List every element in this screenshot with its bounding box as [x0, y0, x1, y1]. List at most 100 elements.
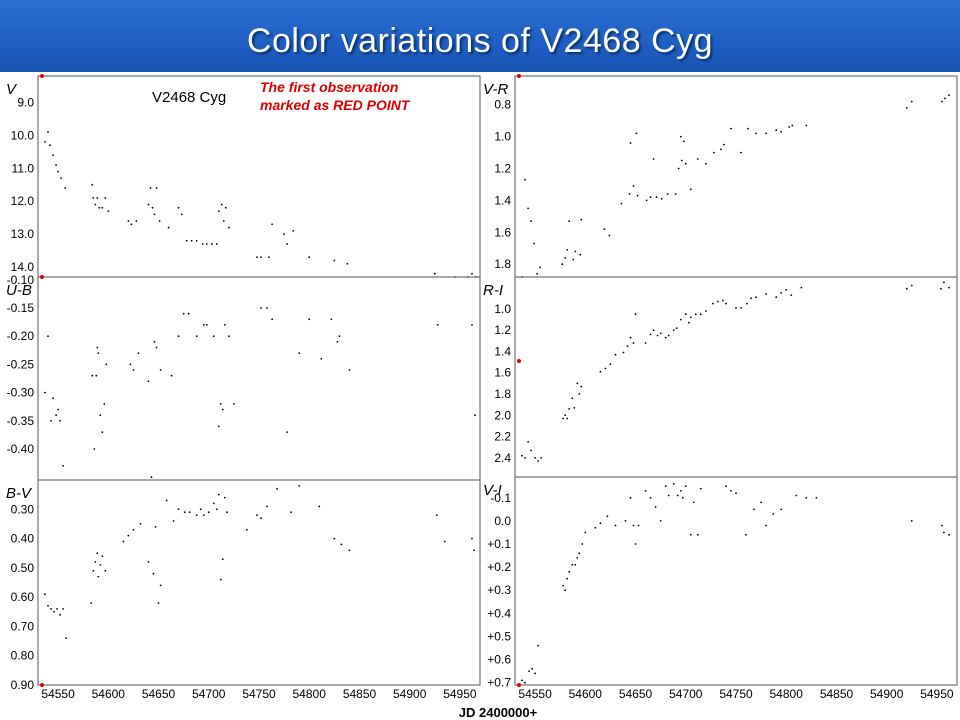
panel-frame: [514, 75, 958, 278]
data-point: [62, 608, 64, 610]
y-tick-label: -0.25: [7, 357, 35, 371]
data-point: [177, 335, 180, 338]
data-point: [436, 324, 439, 326]
data-point: [696, 158, 699, 160]
data-point: [705, 162, 707, 165]
data-point: [684, 162, 687, 165]
x-tick-label: 54650: [619, 687, 653, 701]
y-axis-label: R-I: [483, 282, 503, 299]
data-point: [740, 151, 742, 154]
data-point: [684, 313, 687, 316]
y-tick-label: 10.0: [11, 128, 35, 142]
data-point: [99, 414, 102, 417]
data-point: [107, 210, 110, 213]
y-tick-label: 0.50: [11, 561, 35, 575]
data-point: [266, 505, 268, 508]
panel-ub: U-B -0.40 -0.35 -0.30 -0.25 -0.20 -0.15 -0.10: [6, 273, 481, 481]
data-point: [47, 131, 49, 133]
data-point: [98, 206, 101, 209]
data-point: [680, 159, 683, 162]
note-line-2: marked as RED POINT: [260, 97, 411, 113]
data-point: [292, 230, 295, 232]
data-point: [159, 369, 162, 371]
data-point: [534, 672, 536, 675]
data-point: [217, 425, 220, 428]
data-point: [632, 524, 635, 527]
data-point: [649, 333, 652, 336]
data-point: [606, 515, 609, 518]
data-point: [105, 363, 108, 366]
data-point: [564, 589, 567, 592]
x-tick-label: 54750: [719, 687, 753, 701]
data-point: [644, 342, 647, 344]
data-point: [634, 543, 637, 545]
data-point: [153, 340, 156, 343]
data-point: [151, 206, 154, 209]
data-point: [677, 167, 680, 170]
data-point: [165, 499, 168, 502]
data-point: [223, 324, 226, 326]
data-point: [217, 493, 220, 496]
data-point: [723, 143, 725, 146]
x-tick-label: 54700: [192, 687, 226, 701]
data-point: [137, 352, 140, 354]
note-line-1: The first observation: [260, 79, 398, 95]
data-point: [667, 494, 670, 497]
data-point: [580, 385, 583, 388]
data-point: [65, 637, 67, 639]
x-tick-label: 54600: [569, 687, 603, 701]
data-point: [755, 132, 757, 135]
data-point: [530, 449, 532, 452]
data-point: [649, 196, 652, 199]
data-point: [755, 296, 757, 299]
data-point: [626, 345, 629, 347]
data-point: [747, 127, 749, 130]
data-point: [94, 561, 97, 563]
data-point: [104, 569, 107, 572]
data-point: [672, 329, 675, 332]
data-point: [256, 514, 258, 516]
data-point: [689, 533, 692, 536]
data-point: [271, 223, 273, 226]
data-point: [96, 197, 99, 199]
data-point: [101, 555, 104, 557]
data-point: [536, 272, 538, 275]
y-tick-label: -0.40: [7, 442, 35, 456]
data-point: [333, 259, 336, 262]
data-point: [104, 197, 107, 199]
x-tick-label: 54850: [343, 687, 377, 701]
data-point: [57, 170, 59, 173]
data-point: [941, 100, 943, 103]
panel-frame: [37, 276, 481, 481]
data-point: [195, 514, 198, 516]
data-point: [139, 523, 142, 525]
data-point: [202, 324, 205, 326]
data-point: [564, 414, 567, 417]
data-point: [152, 572, 155, 575]
data-point: [635, 132, 638, 135]
data-point: [226, 511, 228, 514]
data-point: [604, 367, 607, 370]
data-point: [740, 307, 742, 309]
y-tick-label: -0.15: [7, 301, 35, 315]
data-point: [433, 272, 436, 275]
data-point: [910, 100, 913, 103]
data-point: [210, 243, 213, 245]
data-point: [47, 605, 49, 607]
data-point: [659, 332, 662, 335]
data-point: [96, 552, 99, 555]
y-tick-label: 2.2: [494, 430, 511, 444]
data-point: [132, 369, 135, 371]
data-point: [614, 524, 617, 527]
data-point: [471, 272, 473, 275]
y-tick-label: 13.0: [11, 227, 35, 241]
data-point: [561, 263, 564, 266]
data-point: [687, 321, 690, 324]
data-point: [228, 335, 230, 338]
data-point: [699, 487, 702, 490]
x-tick-label: 54700: [669, 687, 703, 701]
data-point: [94, 203, 97, 206]
data-point: [443, 540, 446, 543]
data-point: [654, 506, 657, 508]
data-point: [201, 243, 204, 245]
